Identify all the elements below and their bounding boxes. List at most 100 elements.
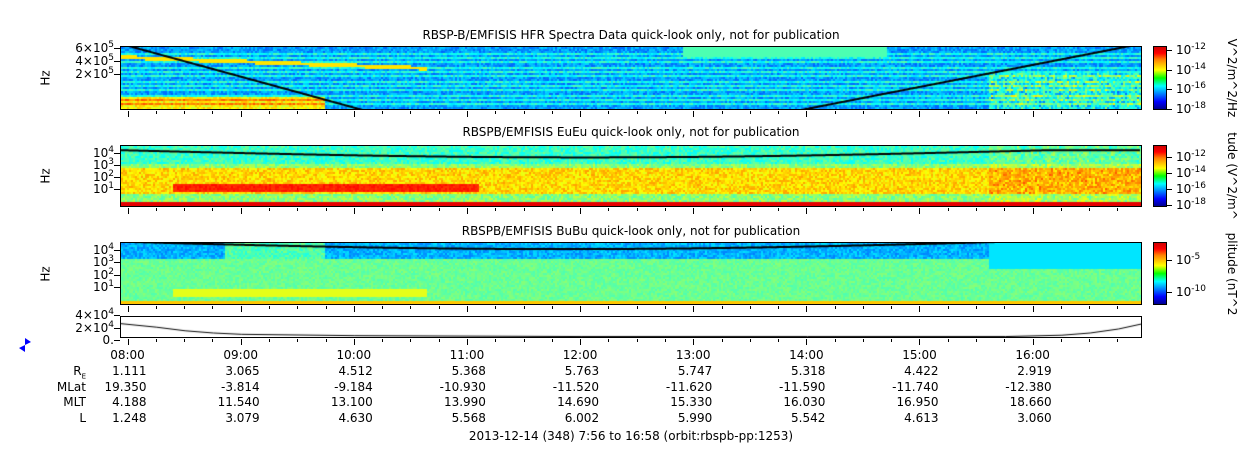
- x-minor-tick: [184, 339, 186, 342]
- colorbar: [1153, 46, 1167, 110]
- ephemeris-value: 2.919: [1017, 364, 1052, 378]
- x-minor-tick: [1060, 306, 1062, 309]
- x-minor-tick: [551, 208, 553, 211]
- ephemeris-value: -9.184: [334, 379, 373, 394]
- colorbar-tick-label: 10-12: [1176, 149, 1206, 164]
- x-major-tick: [919, 306, 921, 312]
- x-tick-label: 09:00: [223, 348, 258, 362]
- ephemeris-value: 11.540: [217, 395, 260, 409]
- x-major-tick: [240, 306, 242, 312]
- x-major-tick: [240, 111, 242, 117]
- colorbar-tick-mark: [1167, 205, 1172, 206]
- x-major-tick: [1032, 208, 1034, 214]
- x-minor-tick: [212, 208, 214, 211]
- x-minor-tick: [947, 111, 949, 114]
- x-major-tick: [693, 339, 695, 345]
- x-minor-tick: [664, 306, 666, 309]
- y-tick-label: 103: [92, 254, 114, 270]
- x-minor-tick: [1117, 111, 1119, 114]
- nav-arrows[interactable]: [16, 336, 36, 354]
- ephemeris-value: 3.065: [225, 364, 260, 378]
- x-minor-tick: [155, 306, 157, 309]
- x-minor-tick: [1089, 306, 1091, 309]
- x-minor-tick: [297, 306, 299, 309]
- x-major-tick: [1032, 306, 1034, 312]
- x-minor-tick: [862, 306, 864, 309]
- x-major-tick: [806, 208, 808, 214]
- x-minor-tick: [891, 208, 893, 211]
- x-minor-tick: [947, 306, 949, 309]
- x-minor-tick: [608, 339, 610, 342]
- x-minor-tick: [382, 306, 384, 309]
- x-tick-label: 16:00: [1015, 348, 1050, 362]
- x-tick-label: 14:00: [789, 348, 824, 362]
- x-minor-tick: [325, 339, 327, 342]
- x-minor-tick: [749, 306, 751, 309]
- colorbar-tick-label: 10-14: [1176, 61, 1206, 77]
- x-minor-tick: [212, 306, 214, 309]
- ephemeris-value: 3.060: [1017, 410, 1052, 425]
- x-minor-tick: [976, 339, 978, 342]
- x-minor-tick: [268, 339, 270, 342]
- x-minor-tick: [495, 111, 497, 114]
- x-minor-tick: [778, 208, 780, 211]
- x-major-tick: [353, 339, 355, 345]
- colorbar-tick-label: 10-5: [1176, 252, 1201, 267]
- colorbar-tick-label: 10-16: [1176, 181, 1206, 196]
- x-major-tick: [353, 208, 355, 214]
- x-tick-label: 08:00: [110, 348, 145, 362]
- spectrogram-panel: [120, 242, 1142, 305]
- colorbar-tick-label: 10-14: [1176, 165, 1206, 180]
- x-minor-tick: [1117, 306, 1119, 309]
- orbit-line-plot: [121, 317, 1141, 337]
- x-major-tick: [806, 306, 808, 312]
- x-minor-tick: [636, 208, 638, 211]
- y-tick-label: 102: [92, 169, 114, 184]
- x-major-tick: [919, 111, 921, 117]
- colorbar: [1153, 242, 1167, 305]
- ephemeris-value: 4.422: [904, 364, 939, 378]
- ephemeris-value: 5.763: [564, 364, 600, 378]
- colorbar-tick-mark: [1167, 69, 1172, 71]
- spectrogram-panel: [120, 145, 1142, 207]
- ephemeris-value: 18.660: [1009, 395, 1052, 409]
- x-minor-tick: [382, 339, 384, 342]
- x-minor-tick: [749, 208, 751, 211]
- ephemeris-value: 13.100: [330, 395, 373, 409]
- x-minor-tick: [410, 306, 412, 309]
- spectrogram-heatmap: [121, 146, 1141, 206]
- colorbar-tick-mark: [1167, 189, 1172, 190]
- x-minor-tick: [1004, 339, 1006, 342]
- x-major-tick: [127, 111, 129, 117]
- nav-arrows-icon[interactable]: [16, 336, 36, 354]
- x-minor-tick: [297, 111, 299, 114]
- y-tick-label: 101: [92, 278, 114, 294]
- x-minor-tick: [721, 208, 723, 211]
- ephemeris-value: -3.814: [220, 379, 260, 394]
- ephemeris-value: 14.690: [557, 395, 600, 409]
- x-minor-tick: [523, 208, 525, 211]
- x-minor-tick: [1060, 208, 1062, 211]
- x-minor-tick: [155, 208, 157, 211]
- colorbar-tick-mark: [1167, 108, 1172, 110]
- x-tick-label: 11:00: [449, 348, 485, 362]
- x-minor-tick: [1060, 339, 1062, 342]
- x-tick-label: 10:00: [336, 348, 372, 362]
- colorbar-tick-mark: [1167, 292, 1172, 293]
- x-minor-tick: [664, 208, 666, 211]
- ephemeris-value: 5.542: [791, 410, 826, 425]
- x-minor-tick: [523, 111, 525, 114]
- x-major-tick: [1032, 339, 1034, 345]
- ephemeris-value: 5.568: [451, 410, 486, 425]
- x-major-tick: [693, 306, 695, 312]
- x-minor-tick: [834, 111, 836, 114]
- x-major-tick: [693, 111, 695, 117]
- x-major-tick: [1032, 111, 1034, 117]
- ephemeris-value: 4.613: [904, 410, 939, 425]
- panel-title: RBSP-B/EMFISIS HFR Spectra Data quick-lo…: [422, 28, 840, 42]
- x-major-tick: [580, 339, 582, 345]
- x-minor-tick: [636, 111, 638, 114]
- x-minor-tick: [891, 306, 893, 309]
- spectrogram-panel: [120, 46, 1142, 110]
- ephemeris-value: 15.330: [670, 395, 713, 409]
